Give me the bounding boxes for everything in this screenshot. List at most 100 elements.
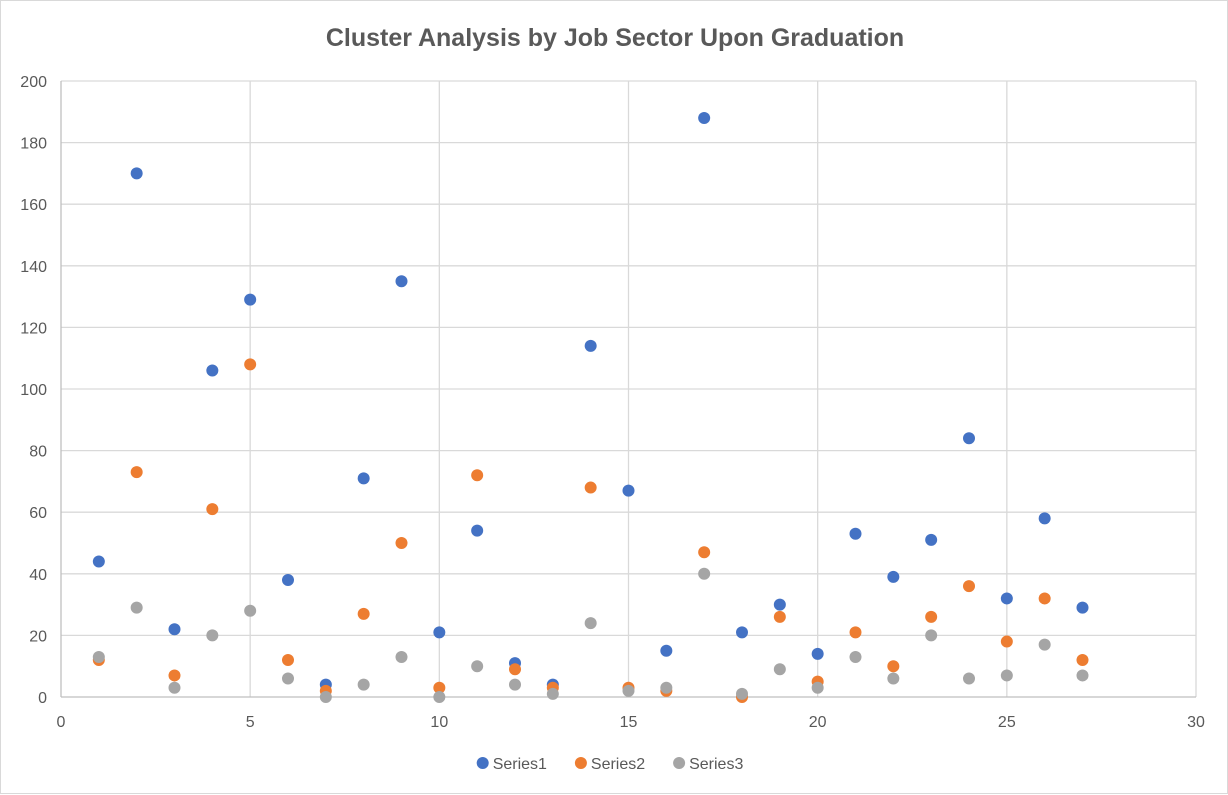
- data-point: [925, 610, 938, 623]
- data-point: [1000, 669, 1013, 682]
- data-point: [584, 481, 597, 494]
- y-tick-label: 100: [20, 382, 47, 399]
- data-point: [660, 681, 673, 694]
- y-tick-label: 180: [20, 136, 47, 153]
- data-point: [433, 626, 446, 639]
- data-point: [130, 167, 143, 180]
- data-point: [395, 537, 408, 549]
- data-point: [471, 469, 484, 482]
- x-tick-label: 5: [246, 714, 255, 731]
- y-tick-label: 60: [29, 505, 47, 522]
- data-point: [433, 681, 446, 694]
- data-point: [584, 339, 597, 352]
- y-tick-label: 0: [38, 690, 47, 707]
- data-point: [698, 546, 711, 559]
- data-point: [168, 681, 181, 694]
- data-point: [244, 358, 257, 371]
- data-point: [206, 364, 219, 377]
- data-point: [92, 650, 105, 663]
- data-point: [168, 623, 181, 636]
- data-point: [736, 626, 748, 639]
- legend-marker: [673, 757, 686, 769]
- data-point: [773, 610, 786, 623]
- legend-item: Series3: [673, 756, 743, 773]
- data-point: [1038, 638, 1051, 651]
- data-point: [319, 691, 332, 703]
- data-point: [963, 672, 975, 685]
- data-point: [471, 524, 484, 537]
- series-2: [92, 358, 1089, 703]
- data-point: [1076, 669, 1089, 682]
- y-tick-label: 40: [29, 567, 47, 584]
- data-point: [168, 669, 181, 682]
- data-point: [282, 672, 294, 685]
- data-point: [773, 598, 786, 611]
- data-point: [1076, 654, 1089, 667]
- x-tick-label: 0: [57, 714, 66, 731]
- y-tick-label: 20: [29, 628, 47, 645]
- data-point: [282, 573, 294, 586]
- data-point: [811, 681, 824, 694]
- data-point: [849, 626, 862, 639]
- data-point: [509, 678, 521, 691]
- y-tick-label: 160: [20, 197, 47, 214]
- data-point: [811, 647, 824, 660]
- axes: [60, 81, 1196, 698]
- data-point: [698, 111, 711, 124]
- data-point: [1038, 592, 1051, 605]
- x-tick-label: 20: [809, 714, 827, 731]
- tick-labels: 0 20 40 60 80 100 120 140 160 180 200 0 5 10 15 20 25 30: [20, 74, 1205, 731]
- data-point: [963, 580, 975, 593]
- data-point: [130, 466, 143, 479]
- x-tick-label: 25: [998, 714, 1016, 731]
- data-point: [546, 687, 559, 700]
- data-point: [1000, 592, 1013, 605]
- data-point: [357, 607, 370, 620]
- data-point: [357, 472, 370, 485]
- data-point: [395, 275, 408, 288]
- data-point: [887, 660, 900, 673]
- data-point: [433, 691, 446, 703]
- data-point: [660, 644, 673, 657]
- data-point: [1000, 635, 1013, 648]
- data-point: [130, 601, 143, 614]
- gridlines: [61, 80, 1197, 697]
- y-tick-label: 140: [20, 259, 47, 276]
- data-point: [1076, 601, 1089, 614]
- legend-item: Series1: [476, 756, 547, 773]
- data-points: [92, 111, 1089, 703]
- data-point: [282, 654, 294, 667]
- data-point: [698, 567, 711, 580]
- legend-item: Series2: [574, 756, 645, 773]
- data-point: [244, 293, 257, 306]
- data-point: [395, 650, 408, 663]
- chart-title: Cluster Analysis by Job Sector Upon Grad…: [326, 24, 904, 52]
- data-point: [509, 663, 521, 676]
- series-1: [92, 111, 1089, 691]
- data-point: [849, 527, 862, 540]
- x-tick-label: 10: [430, 714, 448, 731]
- y-tick-label: 120: [20, 320, 47, 337]
- data-point: [622, 484, 635, 497]
- data-point: [357, 678, 370, 691]
- y-tick-label: 80: [29, 444, 47, 461]
- data-point: [584, 617, 597, 630]
- legend: Series1 Series2 Series3: [476, 756, 743, 773]
- data-point: [849, 650, 862, 663]
- data-point: [887, 672, 900, 685]
- data-point: [887, 570, 900, 583]
- data-point: [773, 663, 786, 676]
- data-point: [925, 629, 938, 642]
- data-point: [206, 503, 219, 516]
- x-tick-label: 30: [1187, 714, 1205, 731]
- data-point: [92, 555, 105, 568]
- legend-label: Series3: [689, 756, 743, 773]
- y-tick-label: 200: [20, 74, 47, 91]
- legend-label: Series2: [591, 756, 645, 773]
- data-point: [622, 684, 635, 697]
- series-3: [92, 567, 1089, 703]
- data-point: [1038, 512, 1051, 525]
- data-point: [244, 604, 257, 617]
